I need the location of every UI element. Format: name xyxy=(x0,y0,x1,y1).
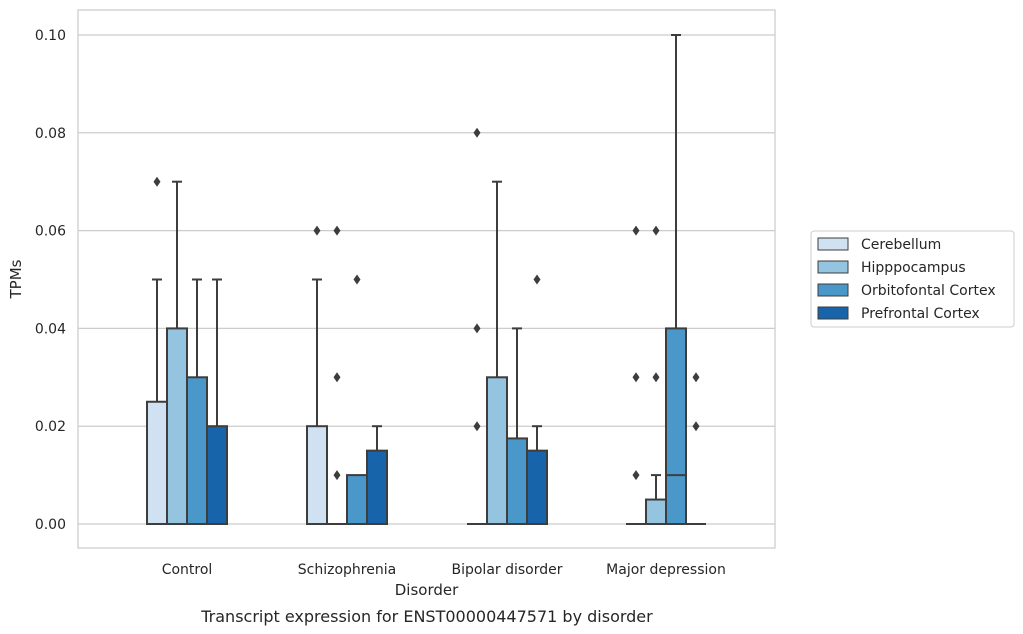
legend-label: Orbitofontal Cortex xyxy=(861,283,996,299)
box-rect xyxy=(645,498,667,525)
box-rect xyxy=(306,425,328,526)
box-rect xyxy=(366,449,388,525)
legend-swatch xyxy=(817,283,849,297)
y-tick-label: 0.08 xyxy=(35,126,66,142)
y-tick-label: 0.06 xyxy=(35,224,66,240)
box-orbitofontal-cortex xyxy=(346,274,368,526)
outlier-point xyxy=(333,470,341,481)
y-tick-labels: 0.00 0.02 0.04 0.06 0.08 0.10 xyxy=(35,28,66,533)
box-rect xyxy=(665,327,687,525)
legend-label: Prefrontal Cortex xyxy=(861,306,980,322)
outlier-point xyxy=(313,225,321,236)
box-rect xyxy=(346,474,368,526)
box-hipppocampus xyxy=(327,225,347,525)
y-axis-title: TPMs xyxy=(7,259,25,299)
outlier-point xyxy=(333,372,341,383)
box-prefrontal-cortex xyxy=(206,278,228,526)
outlier-point xyxy=(153,176,161,187)
chart-caption: Transcript expression for ENST0000044757… xyxy=(200,607,653,626)
x-tick-label: Major depression xyxy=(606,562,726,578)
outlier-point xyxy=(692,372,700,383)
box-orbitofontal-cortex xyxy=(186,278,208,525)
plot-frame xyxy=(77,9,776,549)
box-orbitofontal-cortex xyxy=(665,34,687,525)
box-hipppocampus xyxy=(645,225,667,525)
outlier-point xyxy=(333,225,341,236)
x-tick-label: Bipolar disorder xyxy=(451,562,562,578)
box-series-group xyxy=(146,34,706,526)
box-cerebellum xyxy=(146,176,168,525)
box-hipppocampus xyxy=(166,180,188,525)
y-tick-label: 0.10 xyxy=(35,28,66,44)
box-prefrontal-cortex xyxy=(526,274,548,525)
legend-swatch xyxy=(817,237,849,251)
outlier-point xyxy=(533,274,541,285)
box-rect xyxy=(146,400,168,525)
legend-swatch xyxy=(817,306,849,320)
outlier-point xyxy=(632,470,640,481)
box-cerebellum xyxy=(306,225,328,526)
box-cerebellum xyxy=(467,127,487,525)
y-tick-label: 0.04 xyxy=(35,321,66,337)
outlier-point xyxy=(473,421,481,432)
box-rect xyxy=(166,327,188,525)
box-cerebellum xyxy=(626,225,646,525)
outlier-point xyxy=(652,372,660,383)
legend-label: Hipppocampus xyxy=(861,260,966,276)
box-prefrontal-cortex xyxy=(366,425,388,525)
x-axis-title: Disorder xyxy=(395,581,459,599)
outlier-point xyxy=(473,323,481,334)
outlier-point xyxy=(692,421,700,432)
x-tick-labels: Control Schizophrenia Bipolar disorder Majo… xyxy=(162,562,726,578)
legend: Cerebellum Hipppocampus Orbitofontal Corte… xyxy=(810,230,1015,328)
legend-label: Cerebellum xyxy=(861,237,941,253)
y-tick-label: 0.02 xyxy=(35,419,66,435)
outlier-point xyxy=(652,225,660,236)
box-rect xyxy=(506,437,528,525)
outlier-point xyxy=(353,274,361,285)
legend-swatch xyxy=(817,260,849,274)
x-tick-label: Control xyxy=(162,562,213,578)
outlier-point xyxy=(473,127,481,138)
outlier-point xyxy=(632,372,640,383)
outlier-point xyxy=(632,225,640,236)
box-rect xyxy=(206,425,228,526)
box-rect xyxy=(186,376,208,525)
x-tick-label: Schizophrenia xyxy=(298,562,396,578)
box-rect xyxy=(526,449,548,525)
y-tick-label: 0.00 xyxy=(35,517,66,533)
box-rect xyxy=(486,376,508,525)
box-prefrontal-cortex xyxy=(686,372,706,525)
legend-frame xyxy=(810,230,1015,328)
